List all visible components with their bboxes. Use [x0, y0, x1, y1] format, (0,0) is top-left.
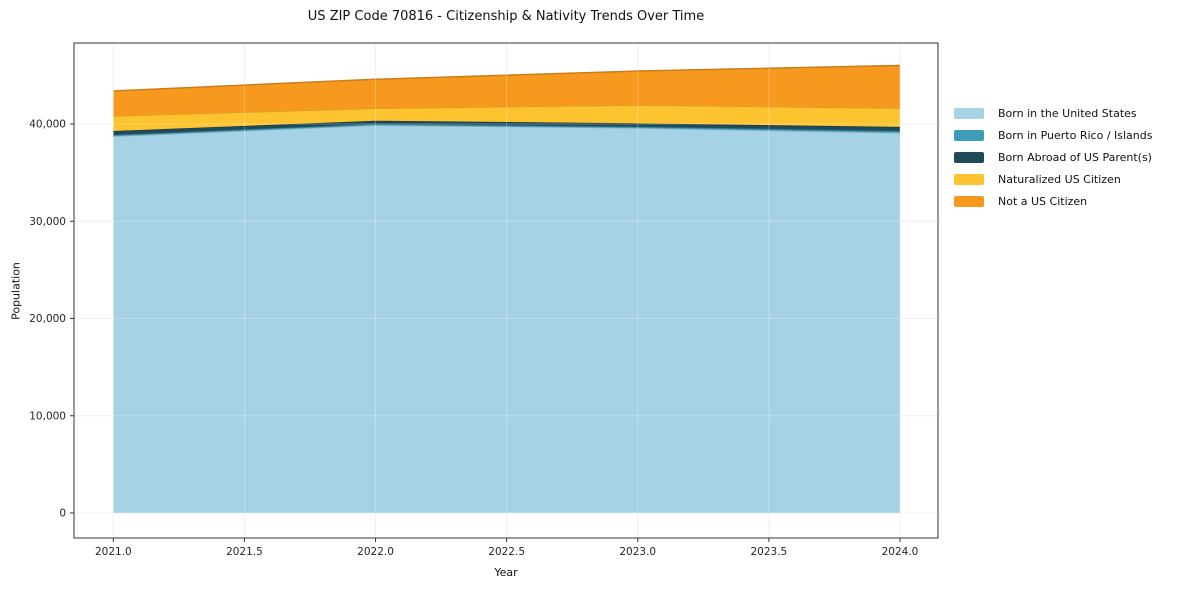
- legend-label: Born in Puerto Rico / Islands: [998, 129, 1153, 142]
- legend-label: Not a US Citizen: [998, 195, 1088, 208]
- legend: Born in the United States Born in Puerto …: [954, 107, 1152, 208]
- y-tick-label: 20,000: [29, 313, 66, 325]
- legend-item: Born in Puerto Rico / Islands: [954, 129, 1152, 142]
- legend-swatch: [954, 108, 984, 119]
- area-naturalized-us-citizen: [113, 105, 900, 132]
- legend-label: Naturalized US Citizen: [998, 173, 1121, 186]
- y-tick-label: 10,000: [29, 410, 66, 422]
- y-tick-label: 40,000: [29, 119, 66, 131]
- legend-swatch: [954, 130, 984, 141]
- legend-item: Born Abroad of US Parent(s): [954, 151, 1152, 164]
- x-axis-label: Year: [494, 566, 518, 579]
- legend-label: Born in the United States: [998, 107, 1137, 120]
- legend-swatch: [954, 196, 984, 207]
- area-edge: [113, 119, 900, 132]
- legend-label: Born Abroad of US Parent(s): [998, 151, 1152, 164]
- x-tick-label: 2022.5: [488, 546, 525, 558]
- plot-frame: [73, 42, 939, 539]
- legend-item: Not a US Citizen: [954, 195, 1152, 208]
- legend-item: Naturalized US Citizen: [954, 173, 1152, 186]
- x-tick-label: 2021.5: [226, 546, 263, 558]
- area-born-in-the-united-states: [113, 125, 900, 514]
- y-tick-label: 0: [59, 508, 66, 520]
- y-axis-label: Population: [9, 262, 23, 320]
- legend-swatch: [954, 152, 984, 163]
- legend-item: Born in the United States: [954, 107, 1152, 120]
- x-tick-label: 2024.0: [882, 546, 919, 558]
- area-edge: [113, 64, 900, 92]
- y-tick-label: 30,000: [29, 216, 66, 228]
- area-not-a-us-citizen: [113, 65, 900, 116]
- x-tick-label: 2022.0: [357, 546, 394, 558]
- legend-swatch: [954, 174, 984, 185]
- x-tick-label: 2023.0: [619, 546, 656, 558]
- x-tick-label: 2023.5: [750, 546, 787, 558]
- chart-title: US ZIP Code 70816 - Citizenship & Nativi…: [307, 9, 705, 24]
- x-tick-label: 2021.0: [95, 546, 132, 558]
